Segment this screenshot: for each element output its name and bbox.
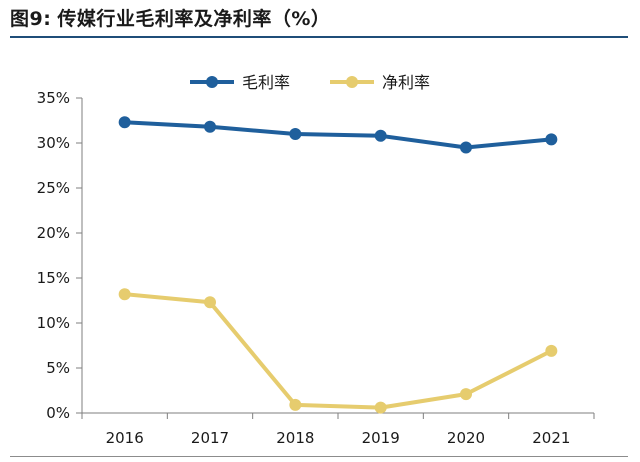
x-tick-label: 2021 [532, 429, 570, 447]
x-tick-label: 2020 [447, 429, 485, 447]
data-point [289, 398, 302, 411]
data-point [204, 296, 216, 309]
chart-series [118, 116, 558, 414]
data-point [460, 388, 472, 401]
series-line-2 [122, 292, 554, 410]
data-point [118, 116, 131, 129]
chart-axes: 0% 5% 10% 15% 20% 25% 30% 35% 2016 2017 2018 2019 20… [37, 89, 595, 447]
legend-label-2: 净利率 [382, 73, 430, 92]
legend-marker-1 [206, 76, 218, 88]
data-point [374, 129, 387, 142]
figure-title: 图9: 传媒行业毛利率及净利率（%） [10, 4, 330, 31]
y-tick-label: 5% [46, 359, 70, 377]
legend-label-1: 毛利率 [242, 73, 290, 92]
figure-number: 图9: [10, 8, 52, 30]
data-point [118, 288, 131, 301]
legend-marker-2 [346, 76, 358, 88]
x-tick-label: 2018 [276, 429, 314, 447]
data-point [289, 128, 302, 140]
data-point [545, 344, 558, 357]
series-line-1 [122, 120, 554, 150]
title-divider [10, 36, 628, 38]
y-tick-label: 30% [37, 134, 70, 152]
x-tick-label: 2019 [362, 429, 400, 447]
data-point [204, 120, 216, 133]
x-tick-label: 2016 [106, 429, 144, 447]
y-tick-label: 35% [37, 89, 70, 107]
data-point [460, 141, 472, 154]
y-tick-label: 15% [37, 269, 70, 287]
figure-caption: 传媒行业毛利率及净利率（%） [57, 8, 331, 30]
chart-legend: 毛利率 净利率 [190, 73, 430, 92]
y-tick-label: 0% [46, 404, 70, 422]
y-tick-label: 25% [37, 179, 70, 197]
data-point [374, 401, 387, 414]
y-tick-label: 20% [37, 224, 70, 242]
bottom-divider [10, 456, 628, 457]
y-tick-label: 10% [37, 314, 70, 332]
x-tick-label: 2017 [191, 429, 229, 447]
data-point [545, 133, 558, 146]
